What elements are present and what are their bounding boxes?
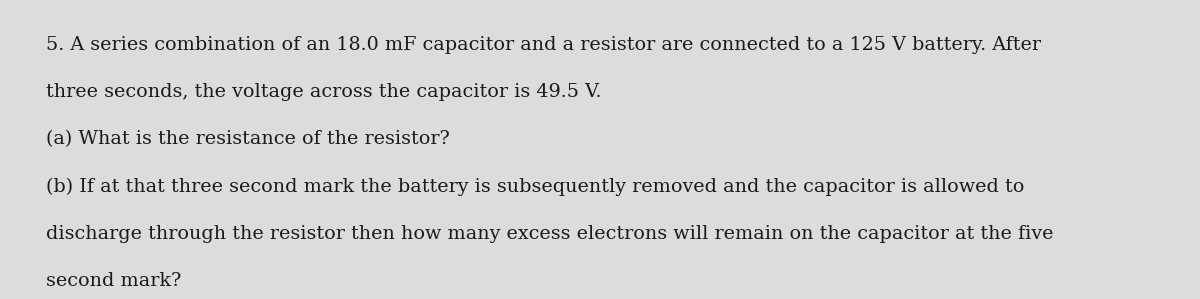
Text: second mark?: second mark?: [46, 272, 181, 290]
Text: three seconds, the voltage across the capacitor is 49.5 V.: three seconds, the voltage across the ca…: [46, 83, 601, 101]
Text: (b) If at that three second mark the battery is subsequently removed and the cap: (b) If at that three second mark the bat…: [46, 178, 1024, 196]
Text: (a) What is the resistance of the resistor?: (a) What is the resistance of the resist…: [46, 130, 449, 148]
Text: discharge through the resistor then how many excess electrons will remain on the: discharge through the resistor then how …: [46, 225, 1054, 243]
Text: 5. A series combination of an 18.0 mF capacitor and a resistor are connected to : 5. A series combination of an 18.0 mF ca…: [46, 36, 1040, 54]
